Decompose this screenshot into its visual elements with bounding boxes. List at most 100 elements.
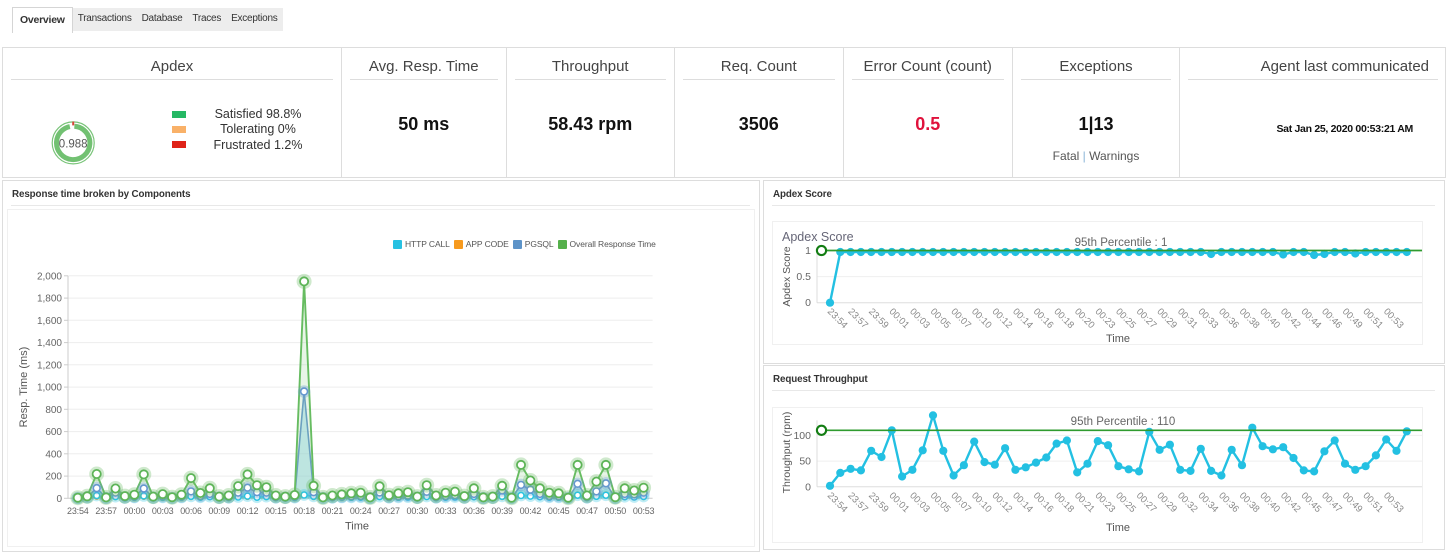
svg-text:00:20: 00:20 xyxy=(1072,306,1097,331)
svg-text:00:36: 00:36 xyxy=(1216,306,1241,331)
svg-text:00:10: 00:10 xyxy=(969,306,994,331)
svg-text:00:06: 00:06 xyxy=(180,506,202,516)
svg-text:00:32: 00:32 xyxy=(1175,490,1200,515)
svg-text:00:53: 00:53 xyxy=(633,506,655,516)
svg-text:00:38: 00:38 xyxy=(1237,490,1262,515)
svg-text:00:53: 00:53 xyxy=(1381,306,1406,331)
svg-text:95th Percentile : 110: 95th Percentile : 110 xyxy=(1071,416,1176,428)
svg-text:Apdex Score: Apdex Score xyxy=(782,230,854,244)
svg-text:00:16: 00:16 xyxy=(1031,306,1056,331)
svg-text:50: 50 xyxy=(799,456,811,468)
svg-text:00:51: 00:51 xyxy=(1360,306,1385,331)
svg-text:00:14: 00:14 xyxy=(1010,490,1035,515)
svg-text:00:10: 00:10 xyxy=(969,490,994,515)
svg-text:0.5: 0.5 xyxy=(796,271,811,283)
svg-text:1,400: 1,400 xyxy=(37,338,62,349)
svg-text:23:54: 23:54 xyxy=(825,306,850,331)
svg-text:Time: Time xyxy=(1106,522,1130,534)
svg-text:400: 400 xyxy=(45,449,62,460)
svg-text:Apdex Score: Apdex Score xyxy=(781,246,793,306)
svg-text:00:18: 00:18 xyxy=(1051,490,1076,515)
svg-text:23:57: 23:57 xyxy=(845,490,870,515)
svg-text:00:15: 00:15 xyxy=(265,506,287,516)
svg-text:00:12: 00:12 xyxy=(990,306,1015,331)
svg-text:00:07: 00:07 xyxy=(948,306,973,331)
svg-text:23:54: 23:54 xyxy=(825,490,850,515)
svg-text:00:09: 00:09 xyxy=(208,506,230,516)
svg-text:00:07: 00:07 xyxy=(948,490,973,515)
svg-text:00:51: 00:51 xyxy=(1360,490,1385,515)
svg-text:00:53: 00:53 xyxy=(1381,490,1406,515)
svg-text:Time: Time xyxy=(345,521,369,533)
svg-text:00:25: 00:25 xyxy=(1113,490,1138,515)
svg-text:00:23: 00:23 xyxy=(1093,306,1118,331)
svg-text:1: 1 xyxy=(805,245,811,257)
svg-text:00:50: 00:50 xyxy=(605,506,627,516)
svg-text:1,000: 1,000 xyxy=(37,383,62,394)
svg-text:00:29: 00:29 xyxy=(1154,306,1179,331)
svg-text:100: 100 xyxy=(793,430,811,442)
svg-text:00:40: 00:40 xyxy=(1257,306,1282,331)
svg-text:23:59: 23:59 xyxy=(866,306,891,331)
svg-text:00:47: 00:47 xyxy=(576,506,598,516)
svg-text:0.988: 0.988 xyxy=(59,138,88,150)
svg-text:Resp. Time (ms): Resp. Time (ms) xyxy=(18,347,30,428)
svg-text:00:38: 00:38 xyxy=(1237,306,1262,331)
svg-text:00:45: 00:45 xyxy=(548,506,570,516)
svg-text:00:47: 00:47 xyxy=(1319,490,1344,515)
svg-text:00:16: 00:16 xyxy=(1031,490,1056,515)
svg-text:00:21: 00:21 xyxy=(322,506,344,516)
svg-text:00:31: 00:31 xyxy=(1175,306,1200,331)
svg-text:00:05: 00:05 xyxy=(928,306,953,331)
svg-text:00:36: 00:36 xyxy=(1216,490,1241,515)
svg-text:00:12: 00:12 xyxy=(990,490,1015,515)
svg-text:23:57: 23:57 xyxy=(845,306,870,331)
svg-text:2,000: 2,000 xyxy=(37,271,62,282)
svg-text:00:40: 00:40 xyxy=(1257,490,1282,515)
svg-text:200: 200 xyxy=(45,472,62,483)
svg-text:95th Percentile : 1: 95th Percentile : 1 xyxy=(1075,237,1168,249)
svg-text:00:21: 00:21 xyxy=(1072,490,1097,515)
svg-text:00:14: 00:14 xyxy=(1010,306,1035,331)
svg-text:00:30: 00:30 xyxy=(407,506,429,516)
svg-text:00:44: 00:44 xyxy=(1299,306,1324,331)
svg-text:00:33: 00:33 xyxy=(435,506,457,516)
svg-text:0: 0 xyxy=(805,297,811,309)
svg-text:00:03: 00:03 xyxy=(152,506,174,516)
svg-text:00:33: 00:33 xyxy=(1196,306,1221,331)
svg-text:1,800: 1,800 xyxy=(37,294,62,305)
svg-text:00:36: 00:36 xyxy=(463,506,485,516)
svg-text:00:18: 00:18 xyxy=(1051,306,1076,331)
svg-text:00:42: 00:42 xyxy=(520,506,542,516)
svg-text:00:05: 00:05 xyxy=(928,490,953,515)
svg-text:00:34: 00:34 xyxy=(1196,490,1221,515)
svg-text:23:57: 23:57 xyxy=(95,506,117,516)
svg-text:0: 0 xyxy=(805,481,811,493)
svg-text:23:59: 23:59 xyxy=(866,490,891,515)
svg-text:00:03: 00:03 xyxy=(907,490,932,515)
svg-text:00:23: 00:23 xyxy=(1093,490,1118,515)
svg-text:Throughput (rpm): Throughput (rpm) xyxy=(781,412,793,494)
svg-text:0: 0 xyxy=(56,494,62,505)
svg-text:Time: Time xyxy=(1106,333,1130,345)
svg-text:00:49: 00:49 xyxy=(1340,490,1365,515)
svg-text:00:03: 00:03 xyxy=(907,306,932,331)
svg-text:00:39: 00:39 xyxy=(491,506,513,516)
svg-text:00:42: 00:42 xyxy=(1278,306,1303,331)
svg-text:00:27: 00:27 xyxy=(1134,306,1159,331)
svg-text:00:25: 00:25 xyxy=(1113,306,1138,331)
svg-text:800: 800 xyxy=(45,405,62,416)
svg-text:1,600: 1,600 xyxy=(37,316,62,327)
svg-text:00:18: 00:18 xyxy=(293,506,315,516)
svg-text:00:01: 00:01 xyxy=(887,306,912,331)
svg-text:00:12: 00:12 xyxy=(237,506,259,516)
svg-text:00:27: 00:27 xyxy=(378,506,400,516)
svg-text:600: 600 xyxy=(45,427,62,438)
svg-text:00:00: 00:00 xyxy=(124,506,146,516)
svg-text:00:24: 00:24 xyxy=(350,506,372,516)
svg-text:00:46: 00:46 xyxy=(1319,306,1344,331)
svg-text:00:49: 00:49 xyxy=(1340,306,1365,331)
svg-text:23:54: 23:54 xyxy=(67,506,89,516)
svg-text:00:45: 00:45 xyxy=(1299,490,1324,515)
svg-text:00:27: 00:27 xyxy=(1134,490,1159,515)
